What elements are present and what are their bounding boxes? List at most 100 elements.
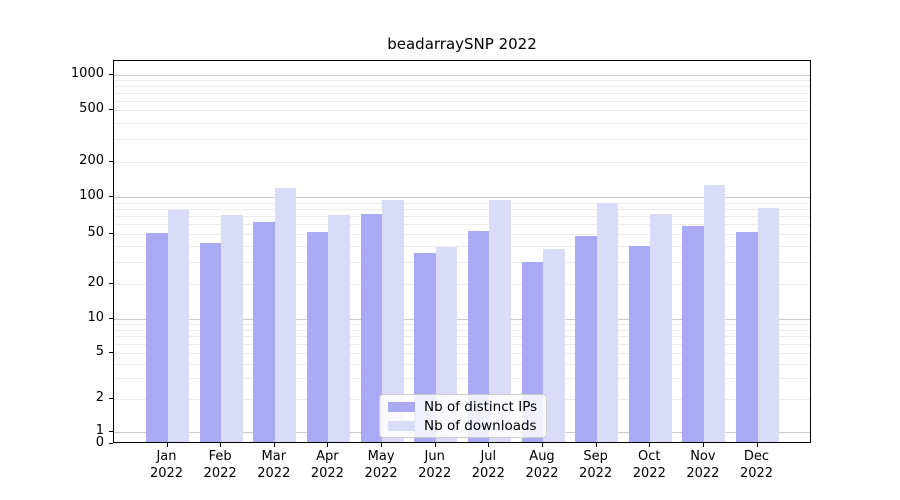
bar-nb-of-downloads-nov-2022 [703, 185, 726, 442]
grid-line [114, 224, 810, 225]
bar-nb-of-downloads-apr-2022 [328, 215, 350, 442]
y-tick-label: 0 [95, 435, 104, 450]
bar-nb-of-distinct-ips-feb-2022 [199, 243, 222, 442]
y-tick-label: 2 [95, 389, 104, 405]
x-tick-mark [488, 443, 490, 447]
grid-line [114, 139, 810, 141]
bar-nb-of-distinct-ips-jan-2022 [146, 232, 168, 442]
y-tick-mark [109, 397, 113, 399]
x-tick-label: May 2022 [364, 449, 398, 481]
x-tick-mark [649, 443, 651, 447]
y-tick-mark [109, 431, 113, 432]
x-tick-mark [381, 443, 383, 447]
bar-nb-of-distinct-ips-apr-2022 [306, 231, 329, 442]
y-tick-label: 1000 [70, 66, 104, 81]
y-tick-label: 1 [95, 423, 104, 438]
bar-nb-of-downloads-dec-2022 [757, 208, 779, 442]
y-tick-label: 10 [87, 309, 104, 325]
grid-line [114, 208, 810, 210]
grid-line [114, 329, 810, 331]
x-tick-mark [542, 443, 543, 447]
x-tick-label: Feb 2022 [203, 449, 237, 481]
y-tick-label: 500 [79, 101, 104, 117]
grid-line [114, 75, 810, 76]
bar-nb-of-distinct-ips-nov-2022 [682, 225, 704, 442]
bar-nb-of-downloads-jun-2022 [435, 247, 458, 442]
x-tick-label: Sep 2022 [579, 449, 613, 481]
x-tick-mark [327, 443, 329, 447]
y-tick-mark [109, 317, 113, 319]
bar-nb-of-downloads-aug-2022 [543, 248, 565, 442]
y-tick-label: 50 [87, 224, 104, 240]
x-tick-mark [166, 443, 168, 447]
x-tick-label: Nov 2022 [686, 449, 720, 481]
y-tick-mark [109, 196, 113, 197]
x-tick-label: Jan 2022 [149, 449, 184, 481]
grid-line [114, 101, 810, 102]
y-tick-label: 200 [79, 153, 104, 168]
bar-nb-of-downloads-jan-2022 [167, 210, 189, 442]
y-tick-mark [109, 74, 113, 75]
bar-nb-of-distinct-ips-mar-2022 [253, 221, 275, 442]
x-tick-mark [434, 443, 436, 447]
grid-line [114, 261, 810, 263]
grid-line [114, 336, 810, 338]
bar-nb-of-downloads-sep-2022 [596, 202, 619, 442]
y-tick-mark [109, 282, 113, 284]
grid-line [114, 197, 810, 198]
bar-nb-of-downloads-oct-2022 [650, 214, 672, 442]
plot-area: Nb of distinct IPs Nb of downloads [113, 60, 811, 443]
grid-line [114, 86, 810, 88]
grid-line [114, 343, 810, 345]
y-tick-label: 5 [95, 343, 104, 359]
grid-line [114, 202, 810, 204]
y-tick-mark [109, 232, 113, 234]
bar-nb-of-downloads-mar-2022 [274, 187, 297, 442]
legend: Nb of distinct IPs Nb of downloads [379, 394, 547, 438]
legend-label-distinct-ips: Nb of distinct IPs [424, 398, 538, 415]
bar-nb-of-downloads-feb-2022 [221, 215, 243, 442]
grid-line [114, 352, 810, 354]
x-tick-label: Oct 2022 [632, 449, 666, 481]
y-tick-label: 100 [79, 188, 104, 203]
y-tick-mark [109, 443, 113, 444]
legend-swatch-downloads [388, 420, 415, 431]
bar-nb-of-distinct-ips-oct-2022 [628, 245, 651, 442]
x-tick-label: Jul 2022 [471, 449, 505, 481]
bar-nb-of-distinct-ips-jul-2022 [467, 230, 490, 442]
grid-line [114, 162, 810, 163]
y-tick-mark [109, 161, 113, 162]
y-tick-mark [109, 109, 113, 111]
y-tick-mark [109, 351, 113, 353]
grid-line [114, 233, 810, 235]
grid-line [114, 378, 810, 380]
grid-line [114, 93, 810, 95]
x-tick-mark [220, 443, 222, 447]
x-tick-label: Jun 2022 [418, 449, 452, 481]
x-tick-label: Mar 2022 [257, 449, 291, 481]
x-tick-label: Apr 2022 [310, 449, 344, 481]
legend-swatch-distinct-ips [388, 401, 415, 412]
grid-line [114, 283, 810, 285]
y-tick-label: 20 [87, 274, 104, 290]
x-tick-mark [702, 443, 704, 447]
grid-line [114, 122, 810, 124]
legend-item-distinct-ips: Nb of distinct IPs [388, 399, 538, 415]
grid-line [114, 323, 810, 325]
chart-title: beadarraySNP 2022 [387, 35, 537, 53]
x-tick-mark [756, 443, 758, 447]
bar-nb-of-downloads-may-2022 [382, 199, 404, 442]
bar-nb-of-distinct-ips-may-2022 [360, 213, 383, 442]
bar-nb-of-distinct-ips-dec-2022 [736, 231, 758, 442]
grid-line [114, 318, 810, 320]
x-tick-label: Dec 2022 [739, 449, 774, 481]
x-tick-label: Aug 2022 [525, 449, 559, 481]
bar-nb-of-downloads-jul-2022 [489, 199, 511, 442]
bar-nb-of-distinct-ips-sep-2022 [575, 235, 597, 442]
grid-line [114, 245, 810, 247]
grid-line [114, 80, 810, 82]
grid-line [114, 215, 810, 217]
grid-line [114, 363, 810, 365]
legend-label-downloads: Nb of downloads [424, 417, 537, 434]
